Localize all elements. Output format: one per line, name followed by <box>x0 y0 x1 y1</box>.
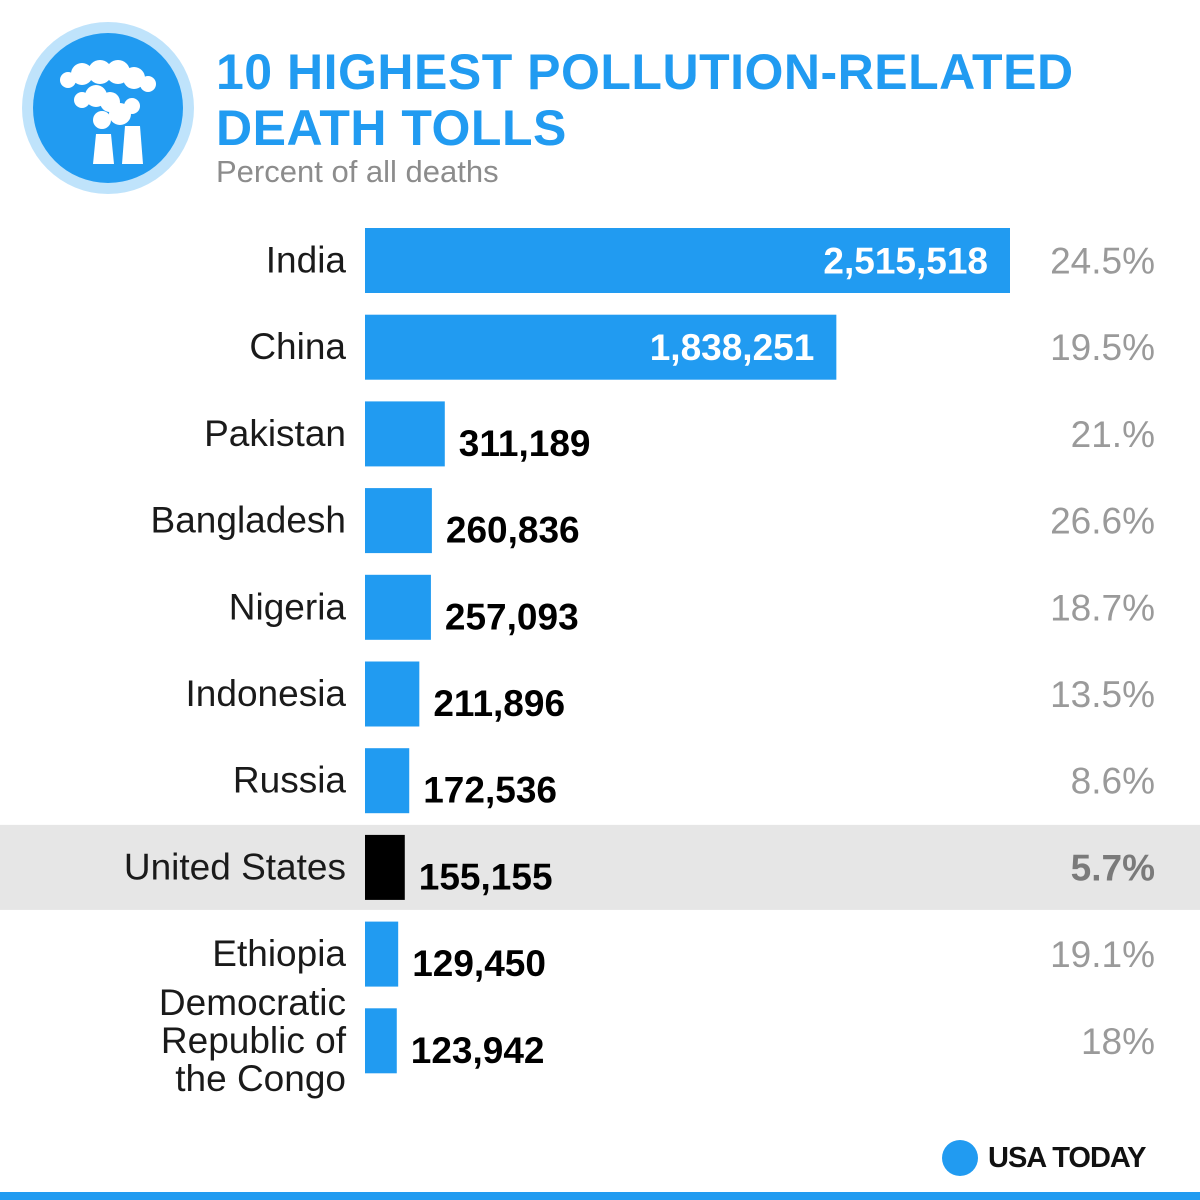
country-label: Indonesia <box>186 673 347 714</box>
value-label: 155,155 <box>419 856 553 897</box>
value-label: 260,836 <box>446 510 580 551</box>
value-label: 211,896 <box>433 683 565 724</box>
bar <box>365 921 399 987</box>
percent-label: 26.6% <box>1050 501 1155 542</box>
bar <box>365 834 405 900</box>
percent-label: 8.6% <box>1071 761 1155 802</box>
usa-today-brand: USA TODAY <box>942 1140 1147 1176</box>
value-label: 311,189 <box>459 423 591 464</box>
value-label: 1,838,251 <box>650 327 815 368</box>
bar <box>365 748 410 814</box>
percent-label: 13.5% <box>1050 674 1155 715</box>
value-label: 2,515,518 <box>823 241 988 282</box>
chart-title: 10 HIGHEST POLLUTION-RELATED DEATH TOLLS <box>216 44 1074 156</box>
percent-label: 19.5% <box>1050 327 1155 368</box>
country-label: Ethiopia <box>212 933 346 974</box>
factory-smokestacks-icon <box>22 22 194 194</box>
country-label: United States <box>124 846 346 887</box>
country-label: Bangladesh <box>151 500 346 541</box>
bar <box>365 401 445 467</box>
bar <box>365 661 420 727</box>
brand-name: USA TODAY <box>988 1141 1147 1174</box>
bar <box>365 574 431 640</box>
chart-subtitle: Percent of all deaths <box>216 154 499 189</box>
percent-label: 5.7% <box>1071 847 1155 888</box>
bottom-rule <box>0 1192 1200 1200</box>
bar <box>365 488 432 554</box>
bar <box>365 1008 397 1074</box>
country-label: Democratic Republic of the Congo <box>159 982 347 1099</box>
value-label: 172,536 <box>423 770 557 811</box>
highlight-row-background <box>0 824 1200 910</box>
country-label: Pakistan <box>204 413 346 454</box>
country-label: Russia <box>233 760 347 801</box>
value-label: 257,093 <box>445 596 579 637</box>
value-label: 123,942 <box>411 1030 545 1071</box>
brand-dot-icon <box>942 1140 978 1176</box>
percent-label: 19.1% <box>1050 934 1155 975</box>
value-label: 129,450 <box>412 943 546 984</box>
country-label: India <box>266 240 347 281</box>
percent-label: 24.5% <box>1050 241 1155 282</box>
country-label: Nigeria <box>229 586 347 627</box>
percent-label: 21.% <box>1071 414 1155 455</box>
bar <box>365 228 1010 293</box>
percent-label: 18% <box>1081 1021 1155 1062</box>
country-label: China <box>249 326 346 367</box>
percent-label: 18.7% <box>1050 587 1155 628</box>
bar <box>365 314 837 380</box>
